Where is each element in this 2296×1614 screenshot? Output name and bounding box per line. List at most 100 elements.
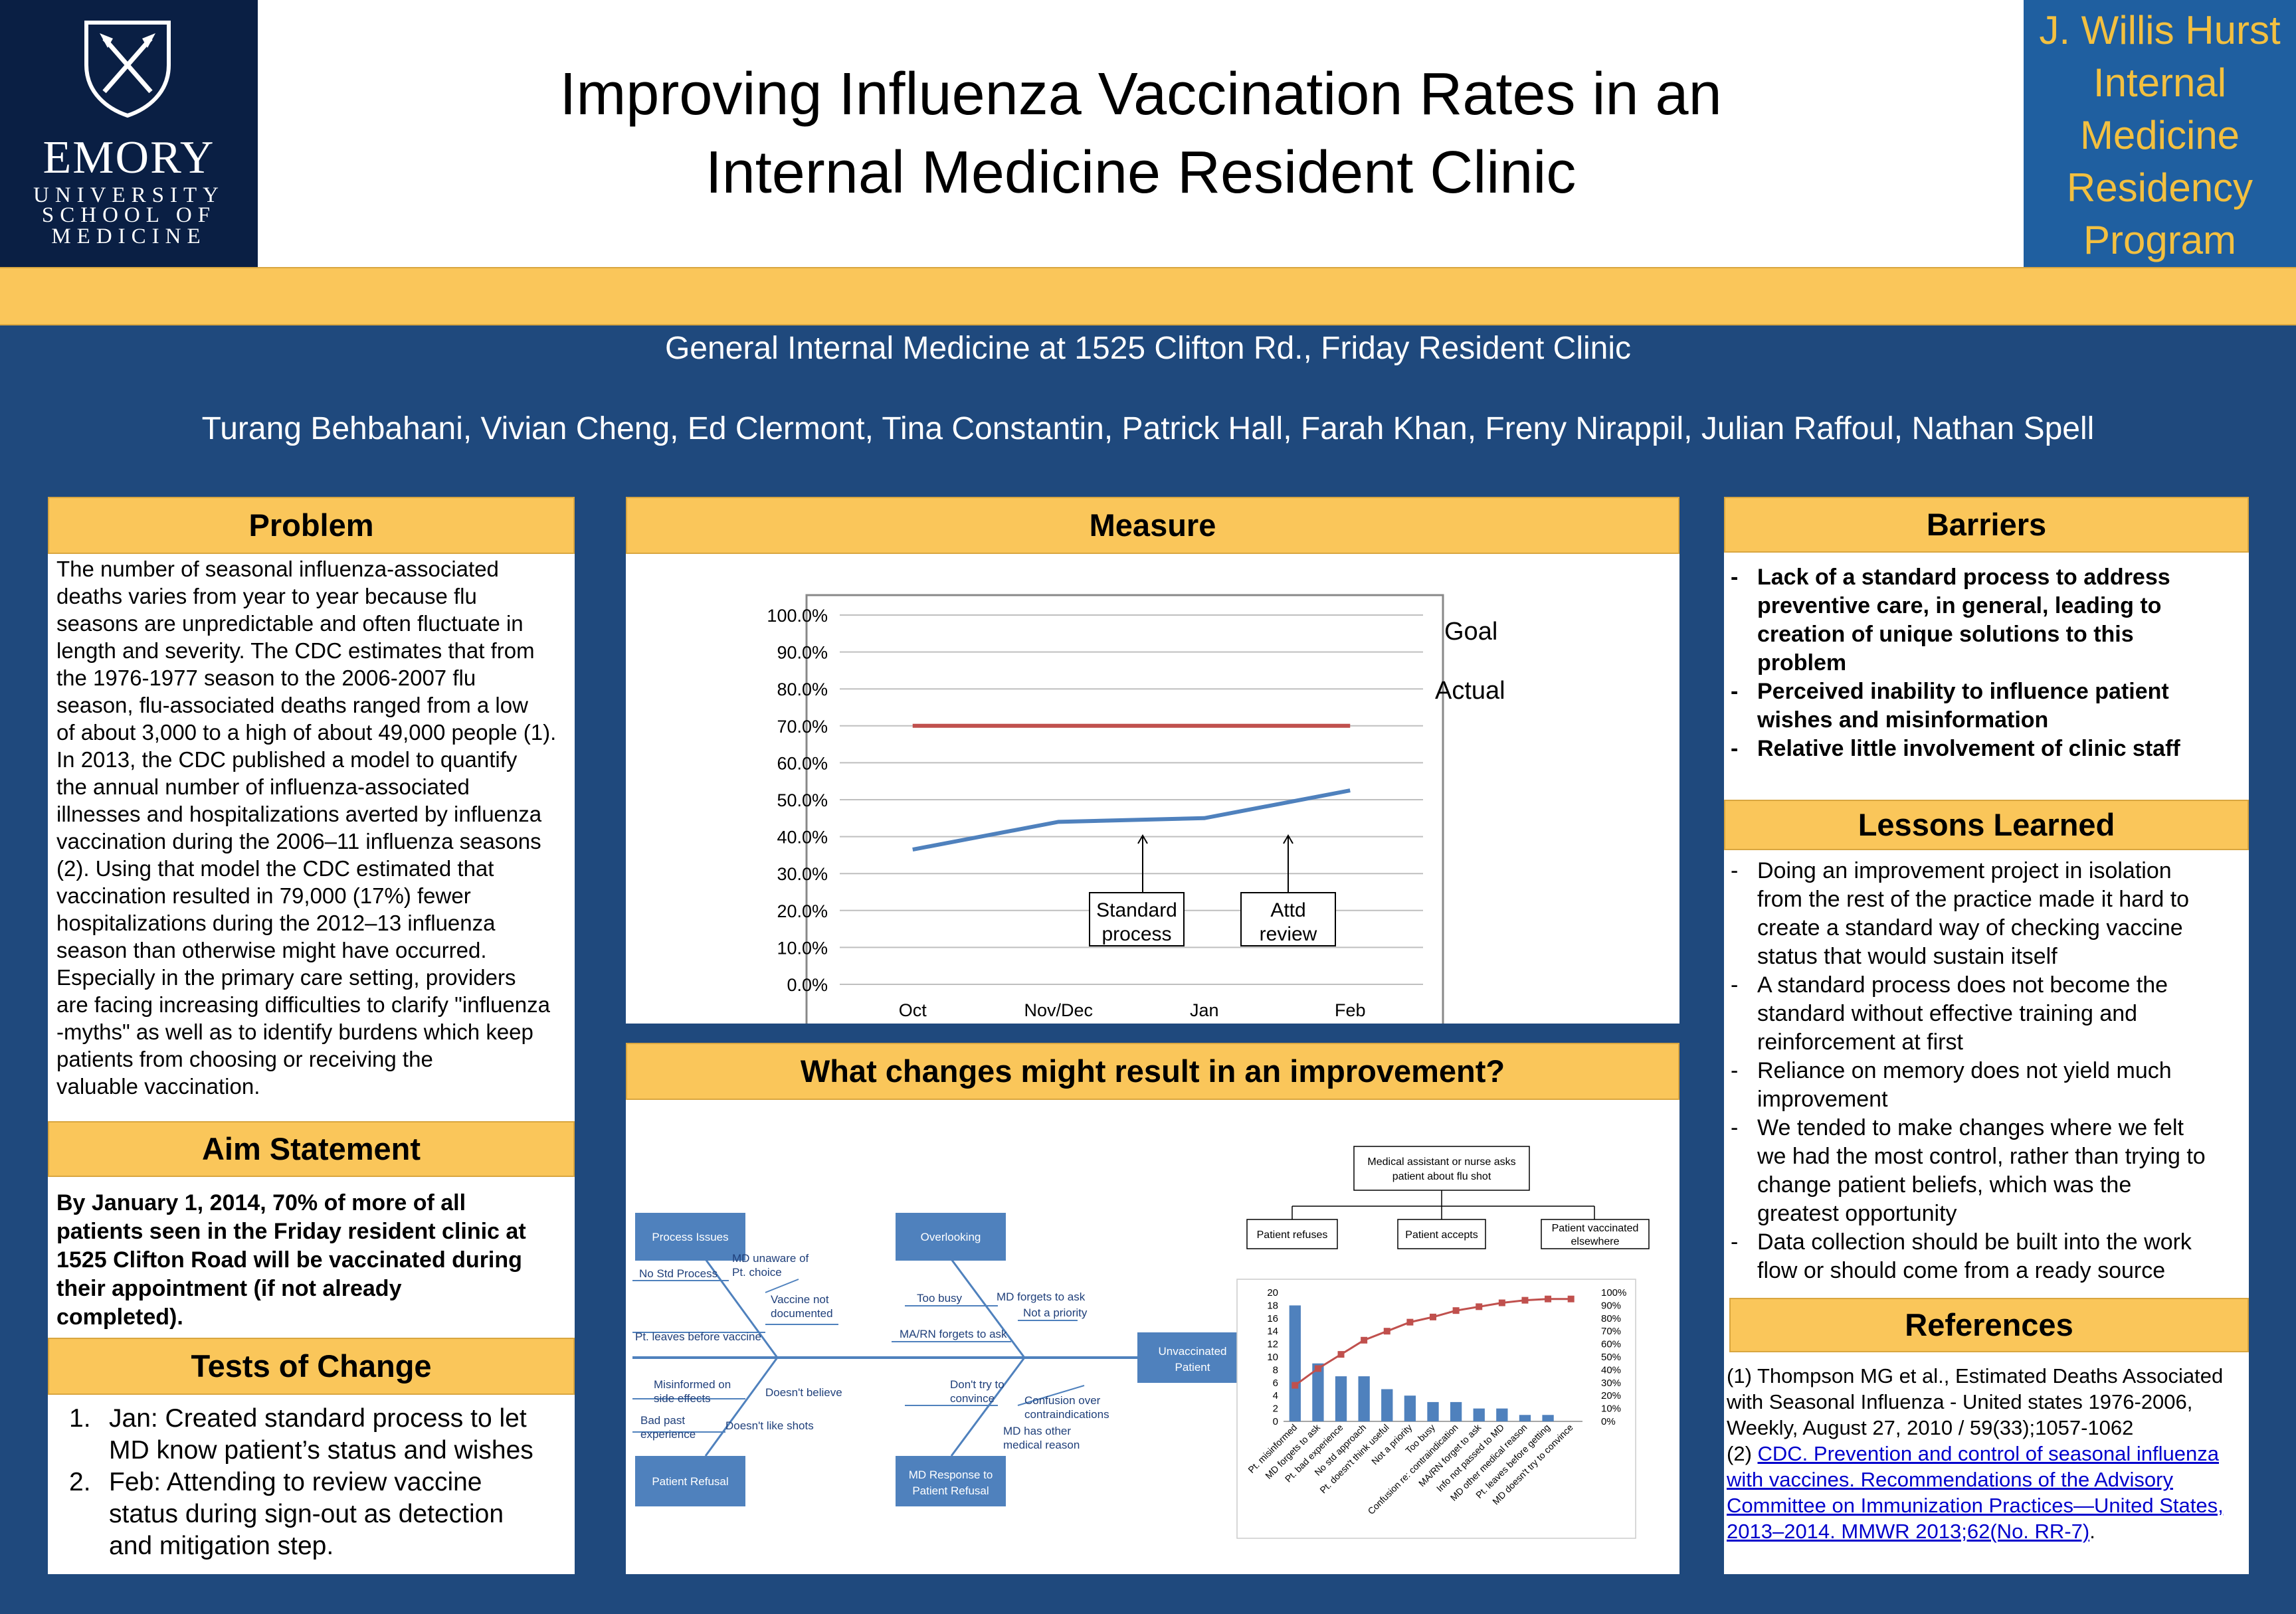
y2-tick-label: 70%: [1601, 1326, 1621, 1337]
arrow-head: [1137, 834, 1148, 844]
references-heading: References: [1729, 1298, 2249, 1352]
cause-label: Misinformed on: [654, 1378, 731, 1391]
problem-text: The number of seasonal influenza-associa…: [56, 555, 571, 1100]
y-tick-label: 30.0%: [777, 864, 828, 884]
cause-label: convince: [950, 1392, 995, 1405]
cumulative-point: [1361, 1336, 1368, 1344]
x-tick-label: Jan: [1190, 1000, 1219, 1020]
text-line: Data collection should be built into the…: [1757, 1229, 2192, 1255]
aim-heading: Aim Statement: [48, 1121, 575, 1177]
text-line: Doing an improvement project in isolatio…: [1757, 858, 2172, 883]
cause-label: Confusion over: [1024, 1394, 1101, 1407]
text-line: the 1976-1977 season to the 2006-2007 fl…: [56, 666, 476, 690]
pareto-bars: [1289, 1305, 1554, 1421]
cumulative-point: [1452, 1307, 1460, 1314]
chart-frame: [805, 594, 1444, 1024]
cause-label: Doesn't believe: [765, 1386, 842, 1399]
flow-refuses-text: Patient refuses: [1257, 1229, 1328, 1241]
pareto-bar: [1427, 1401, 1439, 1421]
item-number: 2.: [69, 1468, 91, 1496]
y-tick-label: 60.0%: [777, 753, 828, 773]
text-line: vaccination during the 2006–11 influenza…: [56, 829, 541, 853]
text-line: greatest opportunity: [1757, 1201, 1957, 1226]
program-box: J. Willis Hurst Internal Medicine Reside…: [2024, 0, 2296, 267]
cumulative-point: [1406, 1318, 1414, 1326]
program-line: Residency: [2066, 165, 2253, 210]
program-line: Program: [2083, 218, 2237, 262]
text-line: from the rest of the practice made it ha…: [1757, 887, 2190, 912]
y-tick-label: 100.0%: [767, 606, 828, 626]
subtitle: General Internal Medicine at 1525 Clifto…: [664, 331, 1632, 366]
cause-label: Pt. choice: [732, 1266, 782, 1279]
cumulative-point: [1337, 1351, 1345, 1358]
pareto-bar: [1358, 1376, 1370, 1421]
text-line: completed).: [56, 1304, 183, 1330]
reference-link[interactable]: with vaccines. Recommendations of the Ad…: [1727, 1468, 2173, 1491]
measure-chart: 0.0% 10.0% 20.0% 30.0% 40.0% 50.0% 60.0% 70.0% 8…: [767, 594, 1505, 1024]
text-line: improvement: [1757, 1087, 1888, 1112]
unvaccinated-label: Unvaccinated: [1158, 1345, 1226, 1358]
cause-label: medical reason: [1003, 1439, 1080, 1451]
reference-link[interactable]: CDC. Prevention and control of seasonal …: [1757, 1442, 2219, 1465]
pareto-bar: [1450, 1401, 1462, 1421]
barriers-panel: Barriers Lack of a standard process to a…: [1724, 497, 2249, 800]
text-line: In 2013, the CDC published a model to qu…: [56, 747, 518, 772]
title-line-1: Improving Influenza Vaccination Rates in…: [559, 61, 1722, 128]
unvaccinated-box: [1137, 1332, 1248, 1383]
pareto-bar: [1289, 1305, 1301, 1421]
title-area: Improving Influenza Vaccination Rates in…: [258, 0, 2024, 267]
text-line: MD know patient’s status and wishes: [109, 1436, 533, 1465]
arrow-head: [1283, 834, 1293, 844]
text-line: Jan: Created standard process to let: [109, 1404, 527, 1433]
x-tick-label: Nov/Dec: [1024, 1000, 1093, 1020]
shield-icon: [84, 21, 171, 118]
measure-heading: Measure: [626, 497, 1679, 554]
reference-link[interactable]: Committee on Immunization Practices—Unit…: [1727, 1494, 2224, 1517]
logo-emory: EMORY: [43, 132, 215, 183]
text-line: status that would sustain itself: [1757, 944, 2057, 969]
cause-label: MD forgets to ask: [997, 1291, 1086, 1303]
reference-suffix: .: [2089, 1520, 2095, 1543]
cause-label: MD has other: [1003, 1425, 1071, 1437]
text-line: Relative little involvement of clinic st…: [1757, 736, 2180, 761]
cumulative-point: [1383, 1328, 1390, 1335]
y2-tick-label: 50%: [1601, 1352, 1621, 1363]
text-line: we had the most control, rather than try…: [1757, 1144, 2206, 1169]
annotation-text: Attd: [1270, 899, 1305, 921]
y2-tick-label: 40%: [1601, 1364, 1621, 1376]
reference-link[interactable]: 2013–2014. MMWR 2013;62(No. RR-7): [1727, 1520, 2090, 1543]
flow-accepts-text: Patient accepts: [1405, 1229, 1478, 1241]
text-line: the annual number of influenza-associate…: [56, 774, 470, 799]
flow-top-text: Medical assistant or nurse asks: [1367, 1156, 1515, 1168]
text-line: valuable vaccination.: [56, 1074, 260, 1099]
fishbone-diagram: Process Issues Overlooking Patient Refus…: [632, 1213, 1248, 1506]
y-tick-label: 2: [1273, 1403, 1278, 1415]
list-item: A standard process does not become the s…: [1724, 971, 2249, 1057]
program-line: J. Willis Hurst: [2039, 8, 2281, 52]
pareto-cumulative-line: [1292, 1295, 1575, 1389]
cause-label: MD unaware of: [732, 1252, 809, 1265]
text-line: Perceived inability to influence patient: [1757, 679, 2169, 704]
pareto-bar: [1473, 1408, 1485, 1421]
lessons-list: Doing an improvement project in isolatio…: [1724, 857, 2249, 1285]
cause-label: Too busy: [917, 1292, 963, 1304]
cumulative-point: [1521, 1297, 1529, 1304]
text-line: status during sign-out as detection: [109, 1500, 504, 1528]
pareto-bar: [1519, 1415, 1531, 1421]
text-line: Reliance on memory does not yield much: [1757, 1058, 2172, 1083]
title-line-2: Internal Medicine Resident Clinic: [705, 139, 1577, 206]
reference-line: with Seasonal Influenza - United states …: [1727, 1390, 2193, 1413]
series-line-actual: [912, 788, 1351, 852]
pareto-bar: [1404, 1395, 1416, 1421]
cumulative-point: [1498, 1299, 1505, 1306]
text-line: problem: [1757, 650, 1847, 675]
cumulative-point: [1476, 1303, 1483, 1310]
text-line: patients from choosing or receiving the: [56, 1047, 433, 1071]
chart-series: [912, 723, 1351, 852]
flow-diagram: Medical assistant or nurse asks patient …: [1246, 1146, 1650, 1249]
x-tick-label: Feb: [1335, 1000, 1366, 1020]
text-line: The number of seasonal influenza-associa…: [56, 557, 499, 581]
text-line: (2). Using that model the CDC estimated …: [56, 856, 494, 881]
cause-label: Don't try to: [950, 1378, 1004, 1391]
